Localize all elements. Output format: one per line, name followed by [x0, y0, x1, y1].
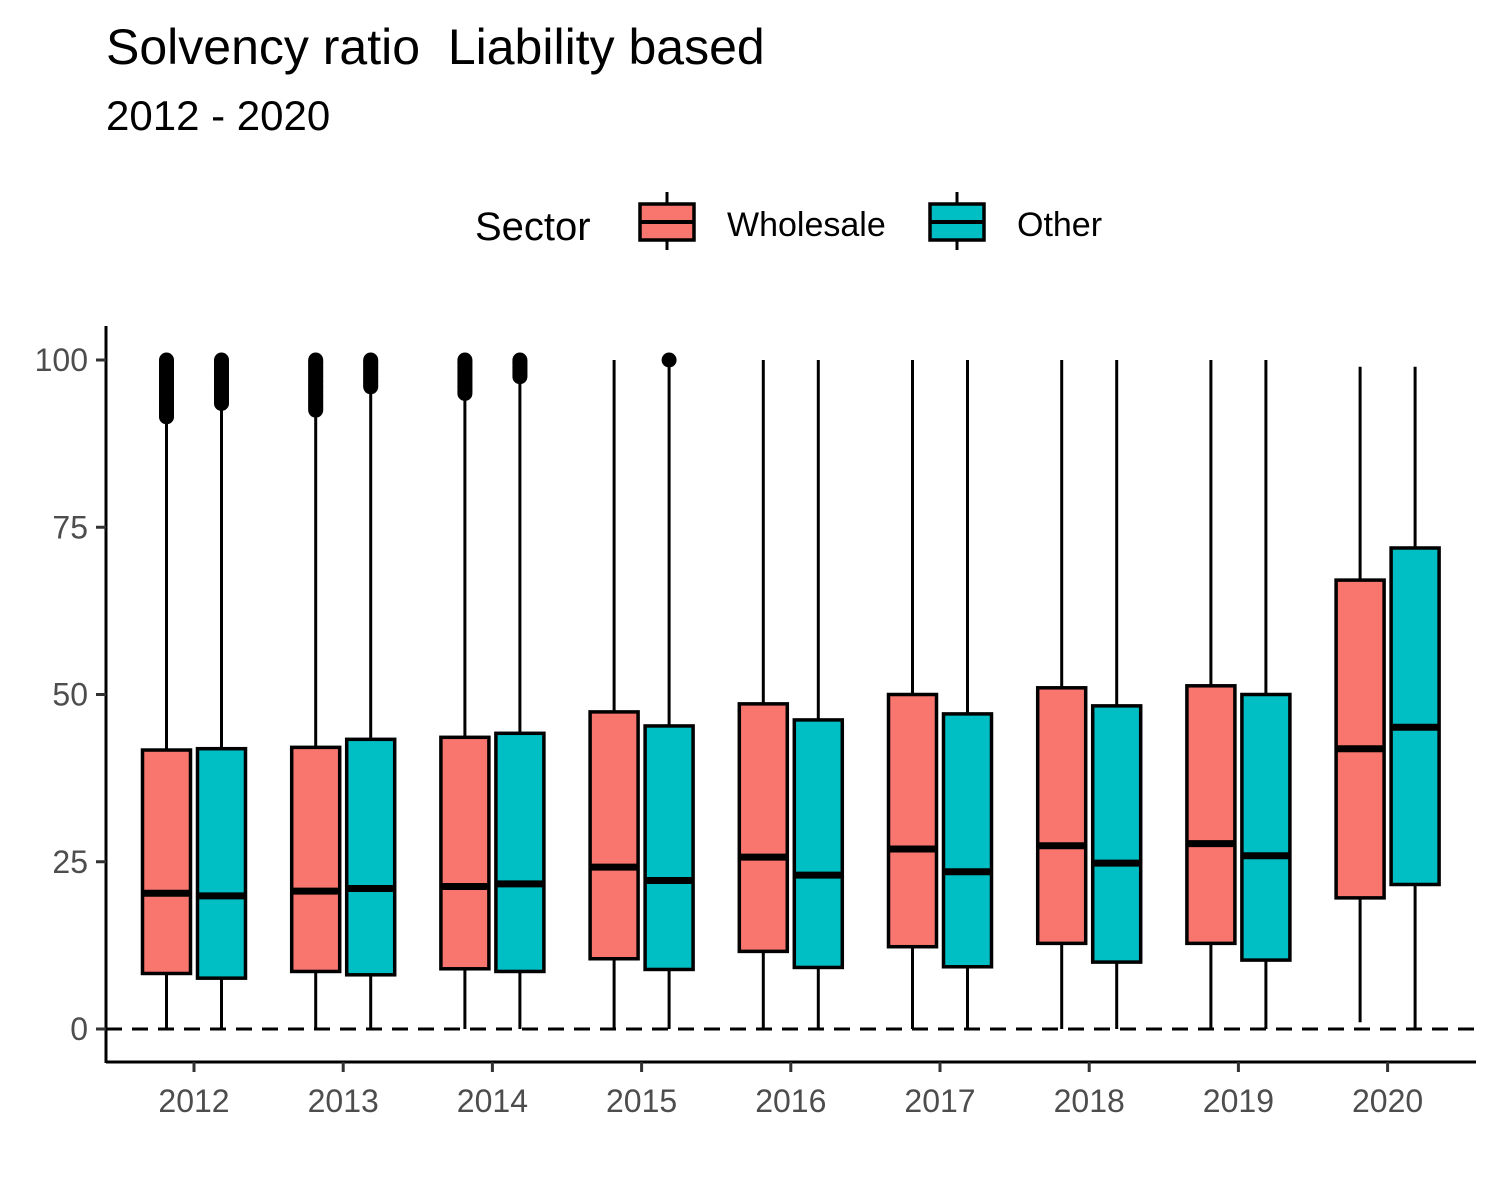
box-other-2014	[494, 352, 546, 1029]
x-tick-label: 2015	[606, 1083, 677, 1119]
outlier-point	[214, 352, 229, 368]
legend-key-other	[928, 192, 986, 250]
iqr-box	[643, 724, 695, 972]
legend-label-wholesale: Wholesale	[727, 206, 886, 244]
iqr-box	[1090, 704, 1143, 964]
outlier-point	[363, 352, 379, 368]
y-tick-label: 25	[52, 844, 88, 880]
box-other-2020	[1389, 366, 1441, 1029]
box-wholesale-2019	[1185, 360, 1237, 1029]
box-wholesale-2014	[439, 352, 491, 1029]
iqr-box	[1240, 692, 1292, 962]
legend-title: Sector	[475, 205, 591, 249]
x-tick-label: 2014	[457, 1083, 528, 1119]
box-other-2013	[344, 352, 397, 1029]
outlier-point	[159, 352, 174, 368]
y-tick-label: 100	[35, 342, 88, 378]
box-wholesale-2013	[289, 352, 342, 1029]
iqr-box	[1185, 684, 1237, 946]
x-tick-label: 2017	[904, 1083, 975, 1119]
box-other-2018	[1090, 360, 1143, 1029]
outlier-point	[308, 352, 324, 368]
x-tick-label: 2013	[308, 1083, 379, 1119]
box-other-2019	[1240, 360, 1292, 1029]
y-tick-label: 50	[52, 677, 88, 713]
iqr-box	[344, 737, 397, 977]
plot-marks	[106, 352, 1476, 1031]
outlier-point	[457, 352, 473, 368]
iqr-box	[588, 710, 640, 961]
box-other-2017	[941, 360, 994, 1029]
y-tick-label: 0	[70, 1011, 88, 1047]
x-tick-label: 2016	[755, 1083, 826, 1119]
box-other-2012	[195, 352, 248, 1029]
x-tick-label: 2012	[158, 1083, 229, 1119]
iqr-box	[1389, 546, 1441, 887]
iqr-box	[494, 731, 546, 974]
box-other-2015	[643, 352, 695, 1029]
iqr-box	[1035, 686, 1088, 946]
box-wholesale-2020	[1334, 366, 1386, 1023]
box-other-2016	[792, 360, 845, 1029]
outlier-point	[512, 352, 528, 368]
chart-title: Solvency ratio Liability based	[106, 19, 765, 75]
iqr-box	[941, 712, 994, 969]
legend: Sector Wholesale Other	[475, 192, 1102, 250]
axes: 0 25 50 75 100 2012 2013 2014 2015 2016 2017 2018 20…	[35, 326, 1476, 1119]
legend-label-other: Other	[1017, 206, 1102, 244]
iqr-box	[1334, 578, 1386, 900]
iqr-box	[289, 745, 342, 974]
iqr-box	[886, 692, 939, 949]
iqr-box	[737, 702, 790, 954]
iqr-box	[439, 735, 491, 971]
box-wholesale-2012	[140, 352, 193, 1029]
iqr-box	[195, 746, 248, 980]
x-tick-label: 2020	[1352, 1083, 1423, 1119]
x-tick-label: 2019	[1203, 1083, 1274, 1119]
x-tick-label: 2018	[1054, 1083, 1125, 1119]
box-wholesale-2016	[737, 360, 790, 1029]
box-wholesale-2017	[886, 360, 939, 1029]
box-wholesale-2018	[1035, 360, 1088, 1029]
y-tick-label: 75	[52, 509, 88, 545]
outlier-point	[661, 352, 677, 368]
chart-subtitle: 2012 - 2020	[106, 92, 331, 139]
legend-key-wholesale	[638, 192, 696, 250]
box-wholesale-2015	[588, 360, 640, 1029]
iqr-box	[792, 718, 845, 970]
iqr-box	[140, 748, 193, 976]
